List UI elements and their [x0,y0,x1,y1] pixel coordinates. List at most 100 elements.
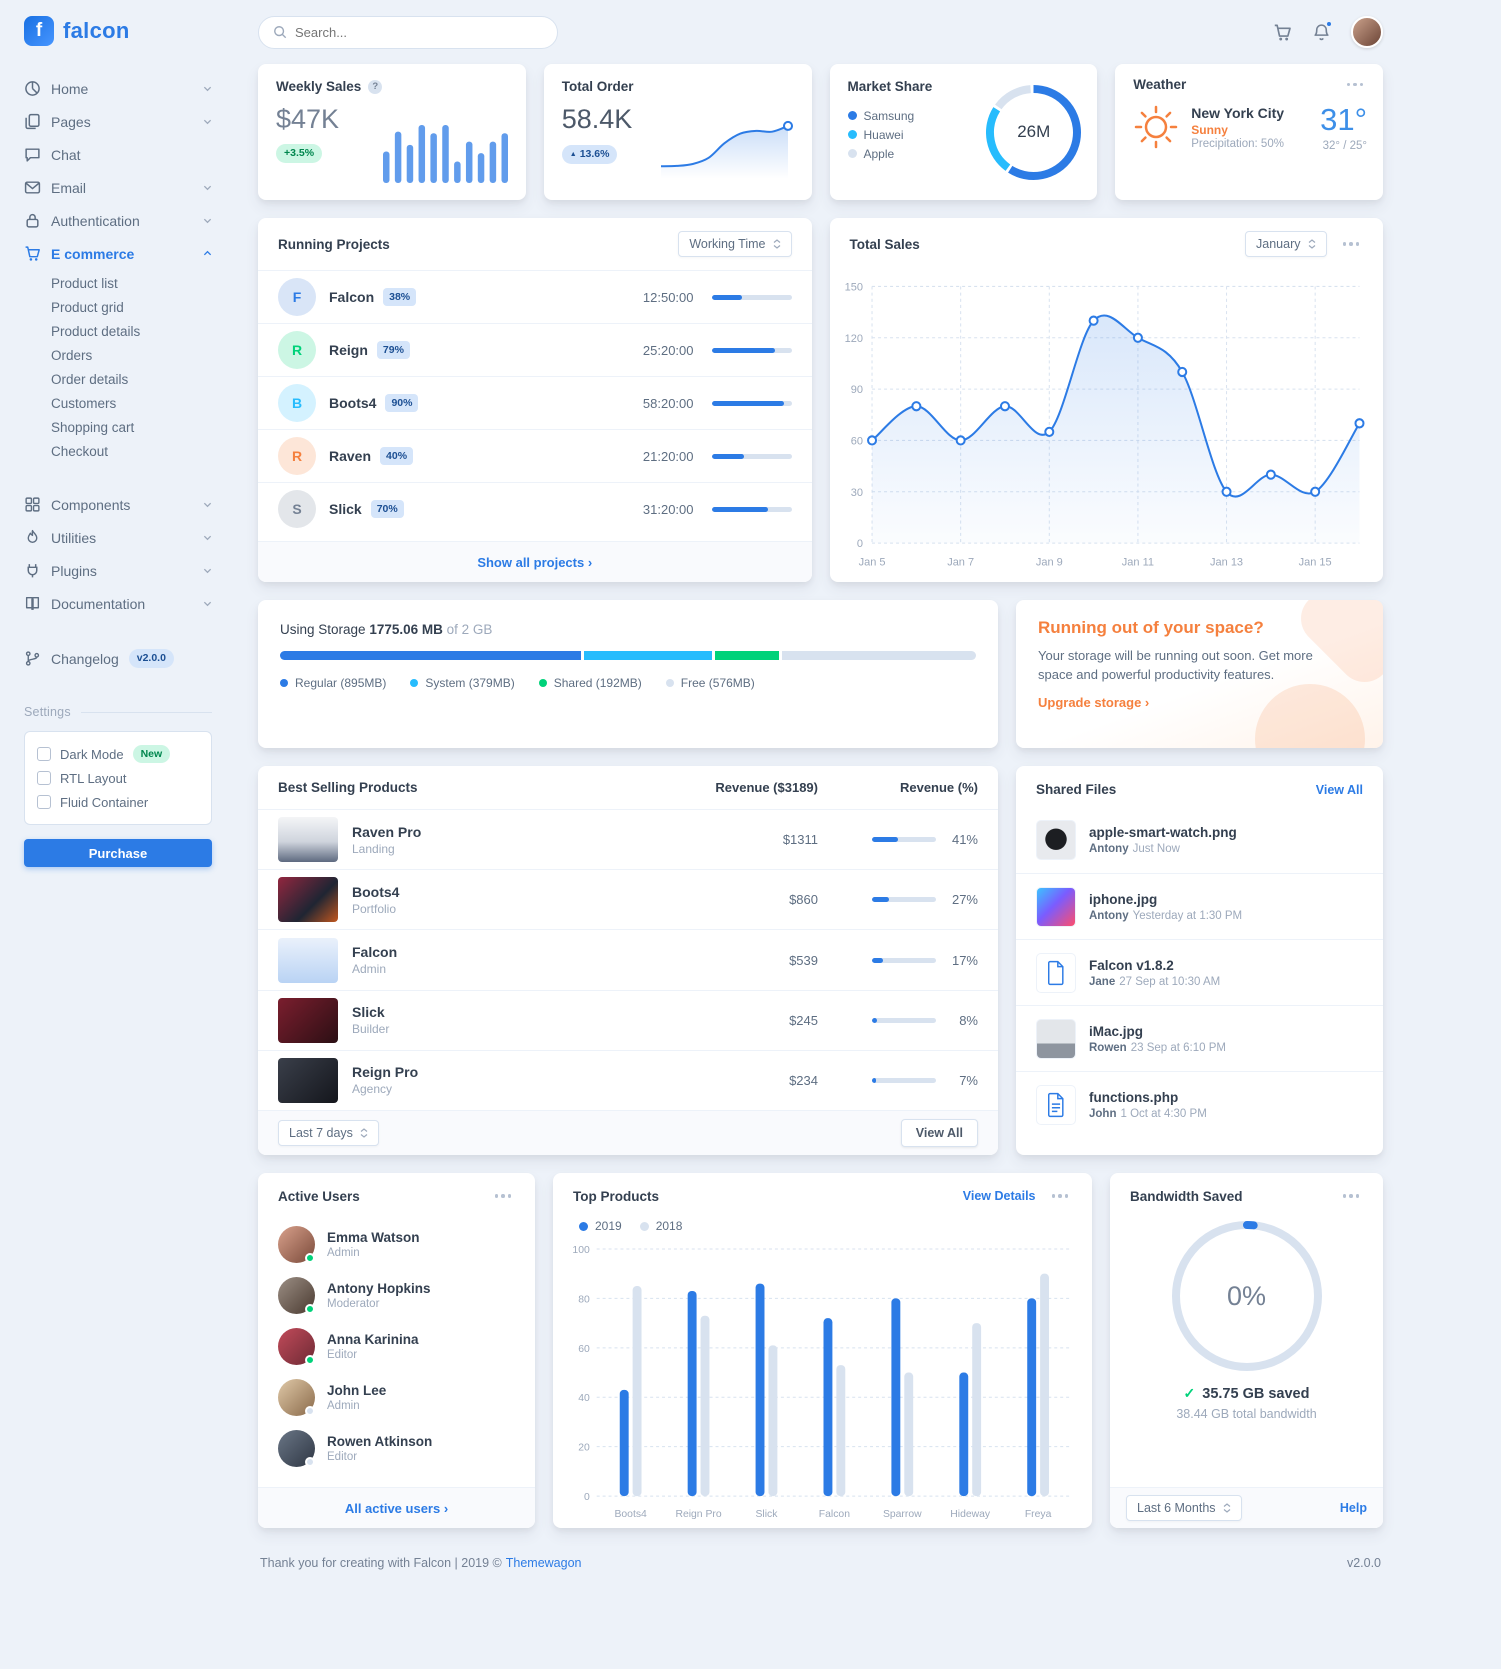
sidebar-item-order-details[interactable]: Order details [51,372,129,387]
legend-item: Shared (192MB) [538,676,642,690]
user-name[interactable]: Antony Hopkins [327,1281,431,1296]
table-row: Raven Pro Landing $1311 41% [258,809,998,869]
card-title: Shared Files [1036,782,1117,797]
product-category: Builder [352,1022,390,1037]
storage-legend: Regular (895MB) System (379MB) Shared (1… [280,676,976,690]
notification-dot [1325,19,1333,28]
card-menu-button[interactable] [1339,1190,1364,1202]
sidebar-item-product-details[interactable]: Product details [51,324,141,339]
sidebar-item-email[interactable]: Email [24,171,212,204]
purchase-button[interactable]: Purchase [24,839,212,867]
cart-button[interactable] [1273,23,1292,42]
svg-text:Hideway: Hideway [950,1509,991,1520]
list-item: functions.php John 1 Oct at 4:30 PM [1016,1071,1383,1137]
sidebar-item-customers[interactable]: Customers [51,396,117,411]
help-icon[interactable]: ? [368,79,383,94]
product-name[interactable]: Falcon [352,944,398,960]
sidebar-item-authentication[interactable]: Authentication [24,204,212,237]
sidebar-item-documentation[interactable]: Documentation [24,587,212,620]
file-time: 1 Oct at 4:30 PM [1120,1107,1207,1120]
project-name[interactable]: Boots4 [329,395,377,411]
select-caret-icon [1223,1503,1230,1513]
weather-precipitation: Precipitation: 50% [1191,137,1284,150]
sidebar-item-changelog[interactable]: Changelog v2.0.0 [24,642,212,675]
caret-up-icon: ▲ [569,151,577,158]
project-name[interactable]: Raven [329,448,372,464]
rtl-layout-checkbox[interactable] [37,771,51,785]
user-name[interactable]: Rowen Atkinson [327,1434,433,1449]
user-name[interactable]: Anna Karinina [327,1332,419,1347]
sidebar-item-utilities[interactable]: Utilities [24,521,212,554]
search-input[interactable] [295,24,543,40]
fluid-container-checkbox[interactable] [37,795,51,809]
show-all-projects-link[interactable]: Show all projects › [477,554,593,570]
notifications-bell-button[interactable] [1312,19,1333,42]
dark-mode-toggle[interactable]: Dark Mode New [37,742,199,766]
product-name[interactable]: Boots4 [352,883,400,900]
product-revenue: $1311 [782,832,818,848]
sidebar-item-components[interactable]: Components [24,488,212,521]
sidebar-item-ecommerce[interactable]: E commerce [24,237,212,270]
project-name[interactable]: Slick [329,501,362,517]
file-name[interactable]: iphone.jpg [1089,891,1158,907]
date-range-select[interactable]: Last 7 days [278,1120,379,1147]
list-item: iphone.jpg Antony Yesterday at 1:30 PM [1016,873,1383,939]
sidebar-item-pages[interactable]: Pages [24,105,212,138]
svg-text:Sparrow: Sparrow [883,1509,922,1520]
new-badge: New [132,744,171,764]
sidebar-item-product-list[interactable]: Product list [51,276,118,291]
project-name[interactable]: Reign [329,342,368,358]
card-title: Total Order [561,79,634,94]
month-select[interactable]: January [1245,231,1327,257]
sidebar-item-home[interactable]: Home [24,72,212,105]
fluid-container-toggle[interactable]: Fluid Container [37,790,199,814]
user-name[interactable]: John Lee [327,1383,387,1398]
view-all-files-link[interactable]: View All [1315,782,1363,797]
help-link[interactable]: Help [1339,1501,1367,1515]
card-menu-button[interactable] [1048,1190,1073,1202]
product-name[interactable]: Slick [352,1004,385,1021]
product-name[interactable]: Reign Pro [352,1064,419,1081]
upgrade-storage-link[interactable]: Upgrade storage › [1038,694,1150,710]
working-time-select[interactable]: Working Time [678,231,792,257]
brand-logo[interactable]: f falcon [24,16,212,46]
card-menu-button[interactable] [491,1190,516,1202]
period-select[interactable]: Last 6 Months [1126,1495,1242,1521]
card-title: Weather [1133,77,1187,92]
card-menu-button[interactable] [1343,79,1368,91]
sidebar-item-plugins[interactable]: Plugins [24,554,212,587]
product-thumbnail [278,877,338,923]
card-menu-button[interactable] [1339,238,1364,250]
user-name[interactable]: Emma Watson [327,1230,420,1245]
sidebar-item-shopping-cart[interactable]: Shopping cart [51,420,135,435]
dark-mode-checkbox[interactable] [37,747,51,761]
legend-item: System (379MB) [410,676,515,690]
storage-row: Using Storage 1775.06 MB of 2 GB Regular… [258,600,1383,748]
file-name[interactable]: apple-smart-watch.png [1089,825,1237,840]
project-name[interactable]: Falcon [329,289,375,305]
file-name[interactable]: iMac.jpg [1089,1023,1144,1039]
legend-dot [847,130,857,139]
sidebar-item-product-grid[interactable]: Product grid [51,300,124,315]
view-all-button[interactable]: View All [900,1119,978,1148]
file-name[interactable]: Falcon v1.8.2 [1089,957,1174,973]
legend-dot [538,679,547,687]
themewagon-link[interactable]: Themewagon [505,1556,582,1570]
rtl-layout-toggle[interactable]: RTL Layout [37,766,199,790]
search-box[interactable] [258,15,558,49]
view-details-link[interactable]: View Details [962,1189,1036,1203]
sidebar-item-chat[interactable]: Chat [24,138,212,171]
project-progress-badge: 40% [380,446,414,466]
all-active-users-link[interactable]: All active users › [344,1500,449,1516]
sidebar-item-checkout[interactable]: Checkout [51,444,109,459]
market-share-donut: 26M [986,84,1082,180]
file-name[interactable]: functions.php [1089,1089,1179,1105]
product-name[interactable]: Raven Pro [352,823,422,840]
project-time: 12:50:00 [642,289,694,305]
project-row: S Slick 70% 31:20:00 [258,482,812,535]
project-row: R Raven 40% 21:20:00 [258,429,812,482]
user-role: Editor [327,1349,358,1361]
user-avatar[interactable] [1351,16,1383,48]
storage-title: Using Storage 1775.06 MB of 2 GB [280,622,493,637]
sidebar-item-orders[interactable]: Orders [51,348,93,363]
